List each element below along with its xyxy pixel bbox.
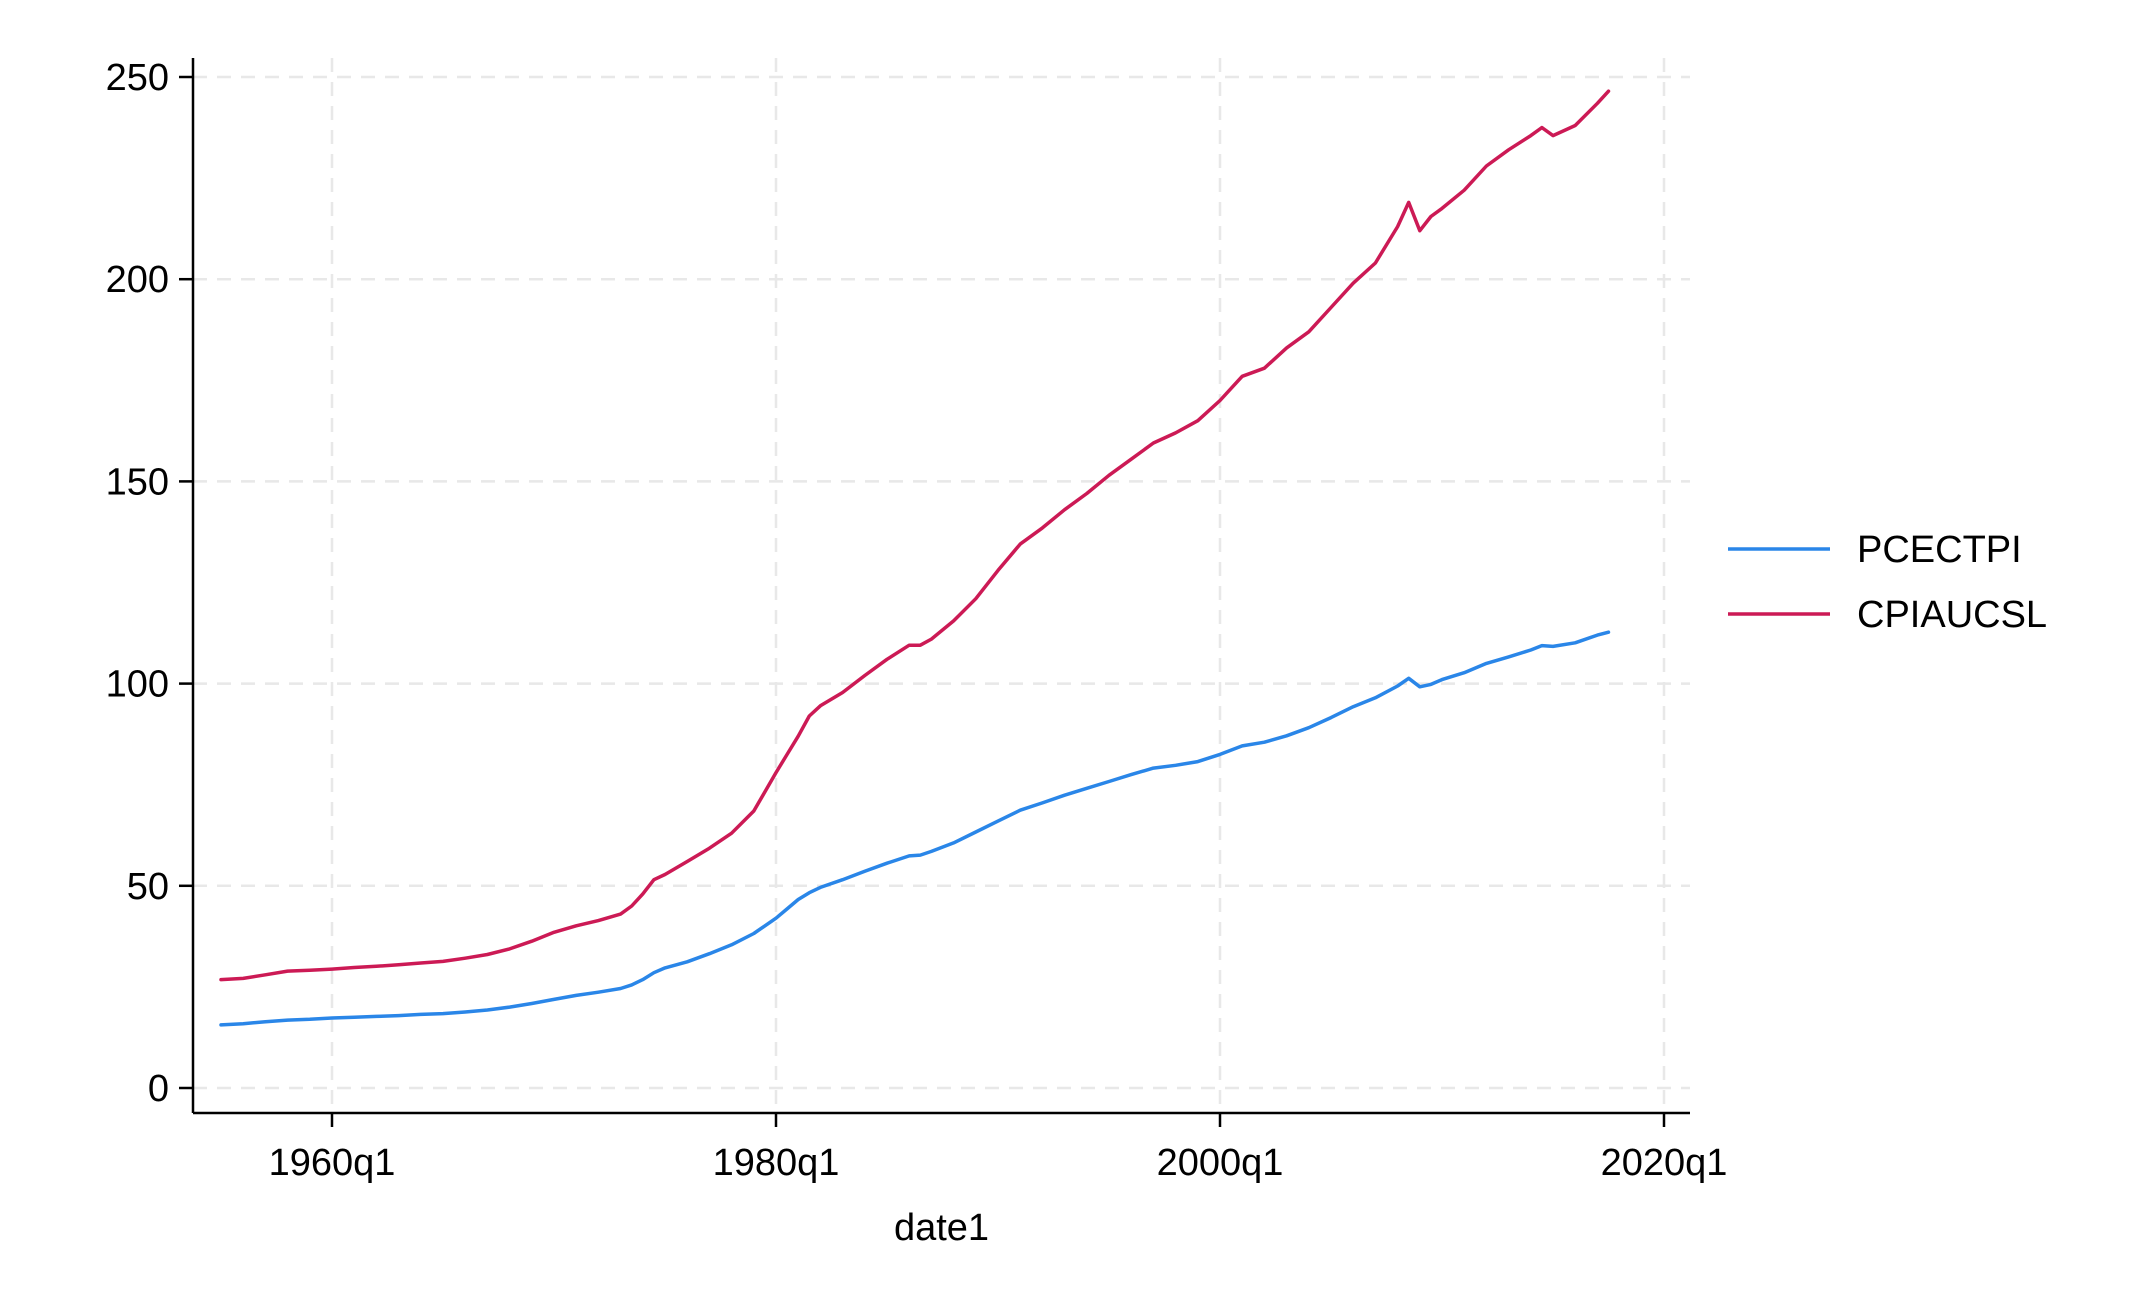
series-layer [219,89,1611,1027]
axes [191,58,1690,1115]
x-tick-label-0: 1960q1 [269,1142,396,1184]
legend-label-cpiaucsl: CPIAUCSL [1857,594,2047,636]
y-tick-label-200: 200 [106,259,169,301]
y-tick-label-0: 0 [148,1068,169,1110]
y-tick-label-150: 150 [106,461,169,503]
series-line-cpiaucsl [219,89,1611,982]
x-tick-label-3: 2020q1 [1601,1142,1728,1184]
x-axis-title: date1 [894,1207,989,1249]
x-ticks: 1960q1 1980q1 2000q1 2020q1 [269,1113,1728,1184]
x-tick-label-1: 1980q1 [713,1142,840,1184]
grid [193,58,1690,1113]
x-tick-label-2: 2000q1 [1157,1142,1284,1184]
y-tick-label-250: 250 [106,57,169,99]
legend: PCECTPI CPIAUCSL [1728,529,2047,636]
legend-item-pcectpi: PCECTPI [1728,529,2022,571]
y-tick-label-50: 50 [127,866,169,908]
y-ticks: 0 50 100 150 200 250 [106,57,193,1110]
y-tick-label-100: 100 [106,664,169,706]
legend-label-pcectpi: PCECTPI [1857,529,2022,571]
series-line-pcectpi [219,630,1611,1027]
legend-item-cpiaucsl: CPIAUCSL [1728,594,2047,636]
